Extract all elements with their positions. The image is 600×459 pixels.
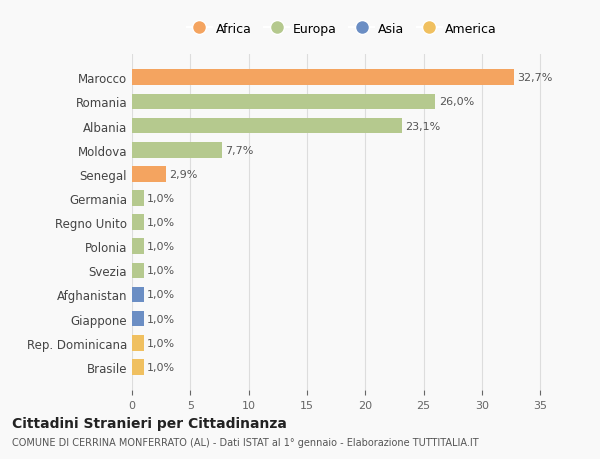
Bar <box>132 190 143 207</box>
Text: 1,0%: 1,0% <box>147 218 175 228</box>
Text: COMUNE DI CERRINA MONFERRATO (AL) - Dati ISTAT al 1° gennaio - Elaborazione TUTT: COMUNE DI CERRINA MONFERRATO (AL) - Dati… <box>12 437 479 447</box>
Text: 1,0%: 1,0% <box>147 266 175 276</box>
Bar <box>132 70 514 86</box>
Bar <box>132 95 436 110</box>
Text: 1,0%: 1,0% <box>147 242 175 252</box>
Bar <box>132 311 143 327</box>
Text: 1,0%: 1,0% <box>147 194 175 203</box>
Bar <box>132 287 143 302</box>
Text: 23,1%: 23,1% <box>405 121 440 131</box>
Text: 26,0%: 26,0% <box>439 97 474 107</box>
Text: Cittadini Stranieri per Cittadinanza: Cittadini Stranieri per Cittadinanza <box>12 416 287 430</box>
Text: 1,0%: 1,0% <box>147 338 175 348</box>
Text: 2,9%: 2,9% <box>169 169 198 179</box>
Bar <box>132 118 401 134</box>
Bar <box>132 335 143 351</box>
Text: 7,7%: 7,7% <box>226 146 254 155</box>
Legend: Africa, Europa, Asia, America: Africa, Europa, Asia, America <box>182 18 502 41</box>
Bar <box>132 167 166 182</box>
Bar <box>132 263 143 279</box>
Bar <box>132 215 143 230</box>
Bar <box>132 239 143 255</box>
Text: 32,7%: 32,7% <box>517 73 553 83</box>
Bar <box>132 143 222 158</box>
Text: 1,0%: 1,0% <box>147 290 175 300</box>
Text: 1,0%: 1,0% <box>147 314 175 324</box>
Text: 1,0%: 1,0% <box>147 362 175 372</box>
Bar <box>132 359 143 375</box>
